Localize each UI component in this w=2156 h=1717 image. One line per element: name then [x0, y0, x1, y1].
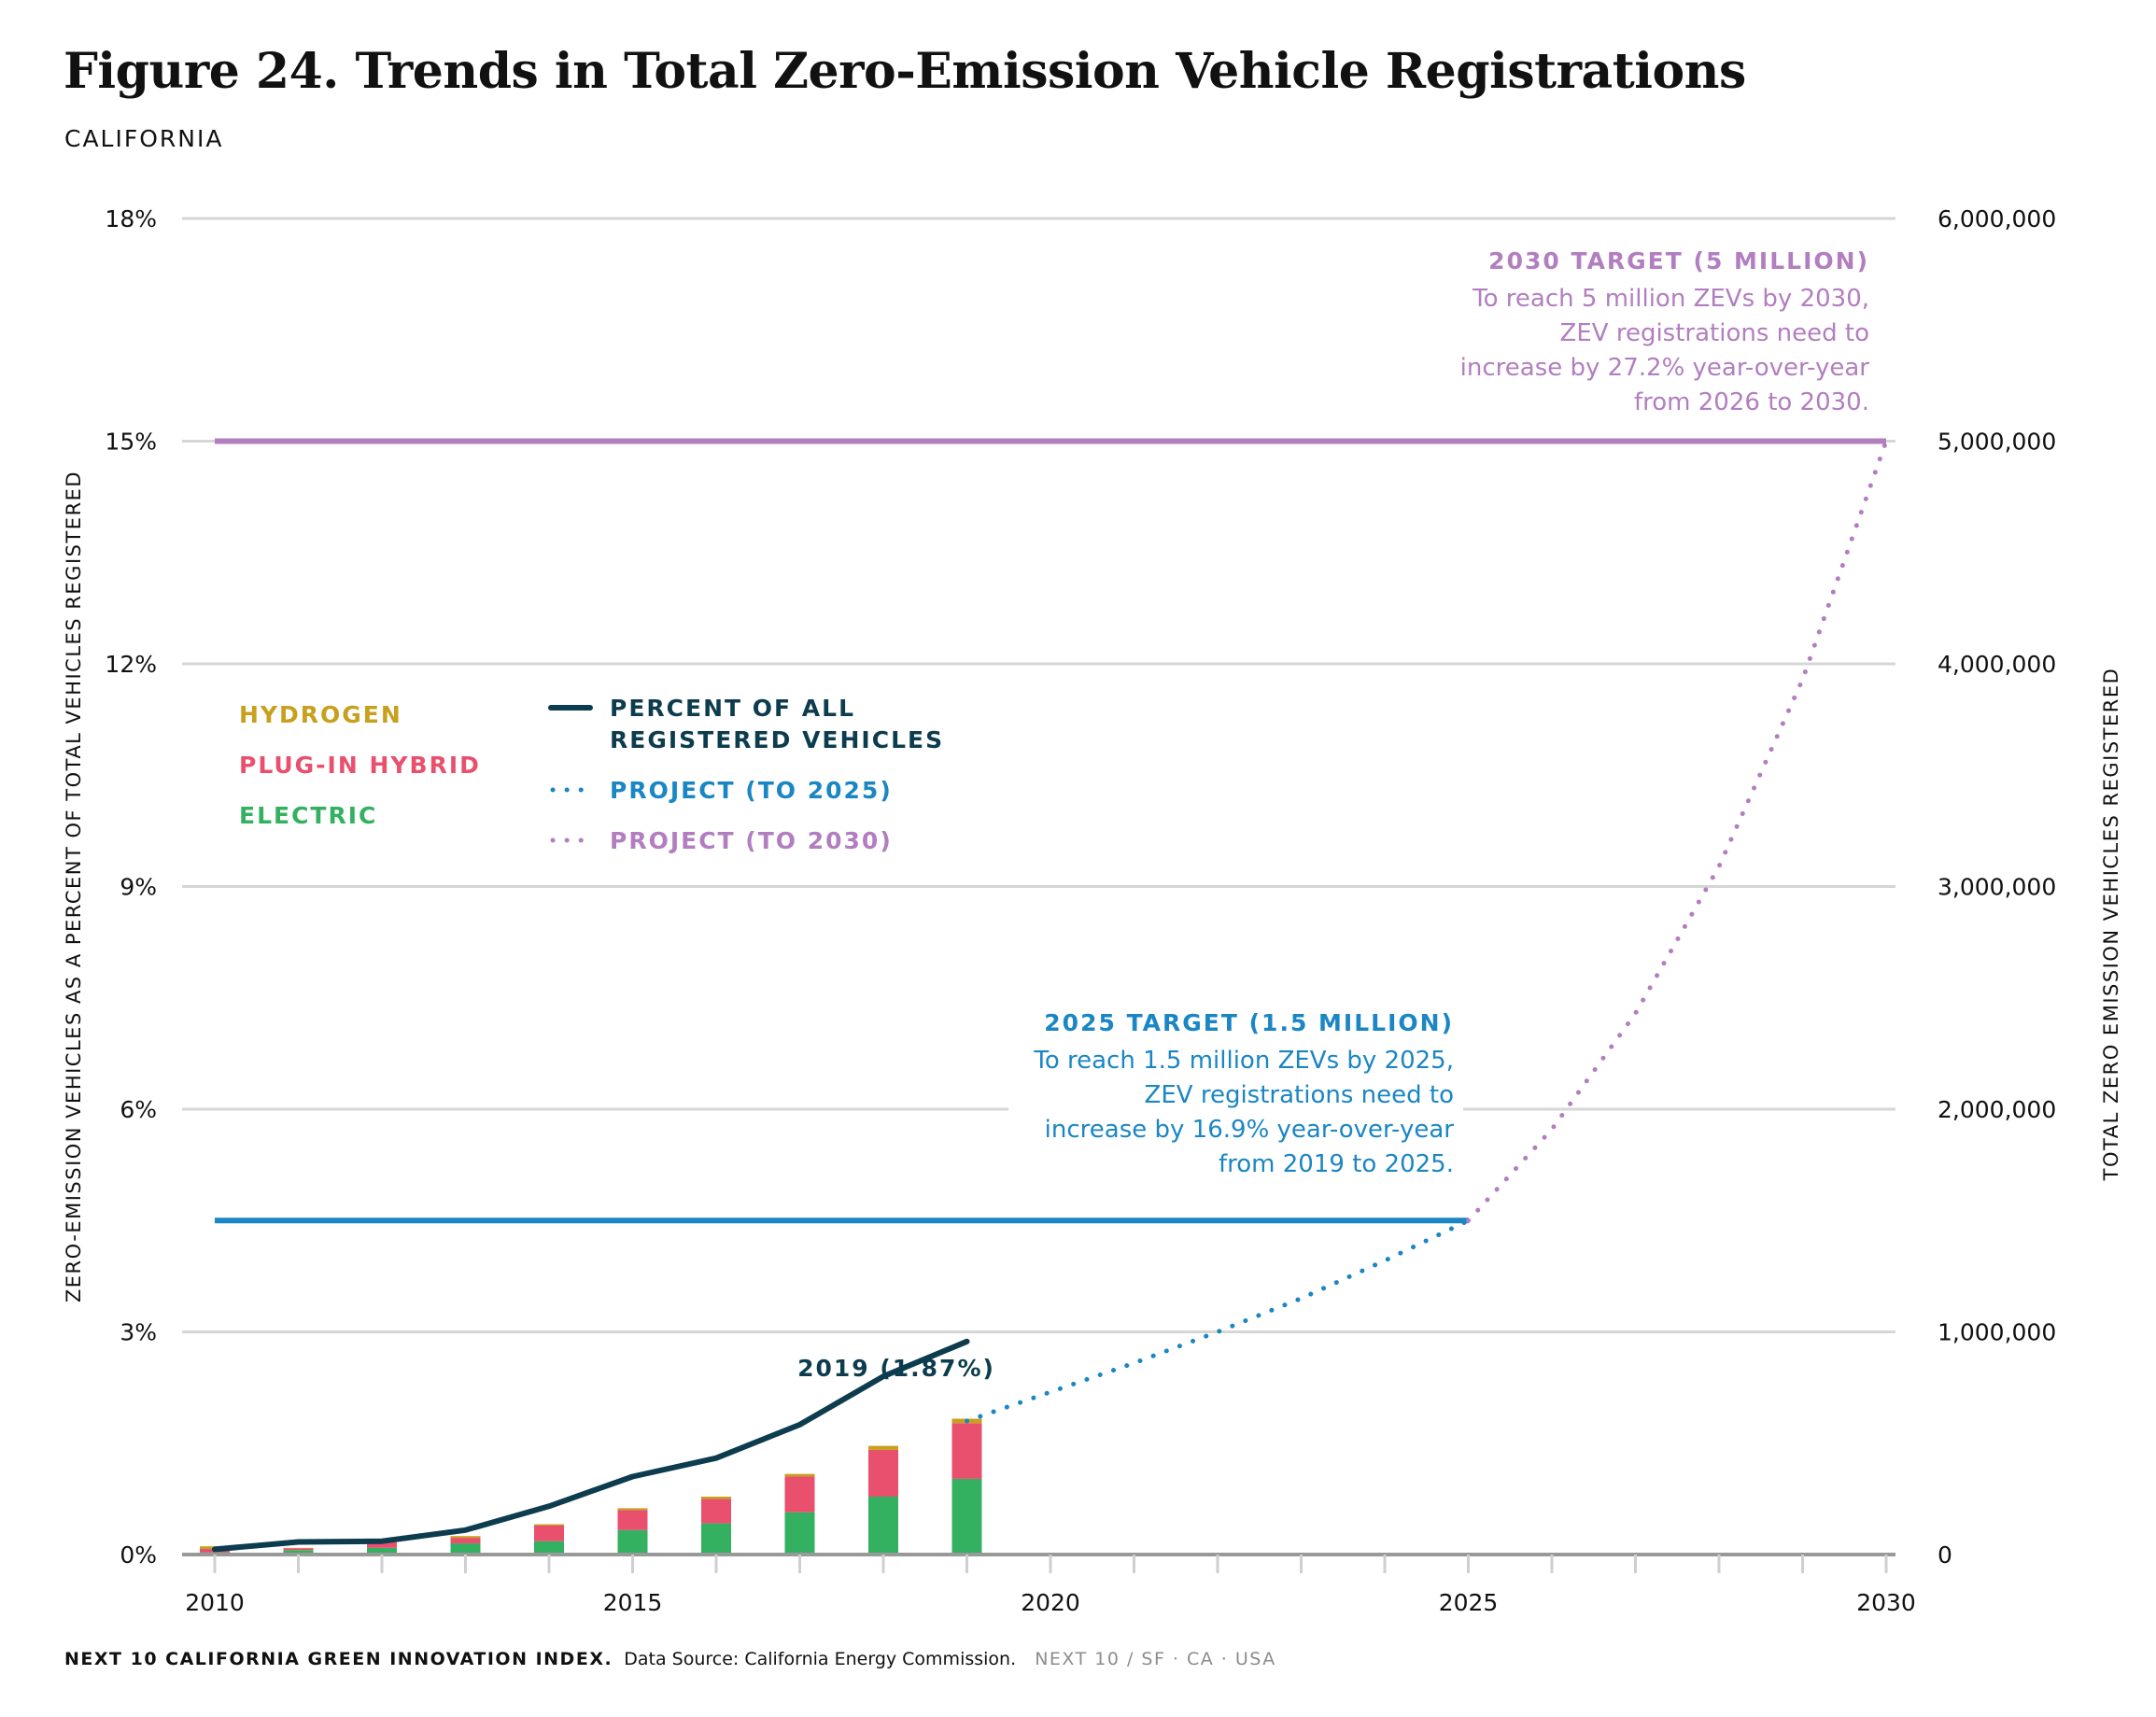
bar-electric — [283, 1550, 314, 1555]
legend-stack-label: PLUG-IN HYBRID — [239, 752, 481, 779]
bar-plug_in_hybrid — [534, 1525, 564, 1541]
bar-plug_in_hybrid — [701, 1499, 731, 1524]
legend-line-label: PERCENT OF ALL — [610, 695, 855, 722]
legend-line-label: PROJECT (TO 2030) — [610, 827, 893, 854]
right-tick-label: 6,000,000 — [1938, 205, 2056, 232]
annotation-background — [1008, 1005, 1463, 1163]
legend-stack-label: ELECTRIC — [239, 802, 377, 829]
legend-stack-label: HYDROGEN — [239, 701, 402, 728]
x-tick-label: 2010 — [185, 1589, 245, 1616]
x-tick-label: 2030 — [1856, 1589, 1916, 1616]
footer-brand: NEXT 10 / SF · CA · USA — [1035, 1649, 1276, 1669]
bar-hydrogen — [534, 1524, 564, 1526]
left-tick-label: 0% — [120, 1541, 157, 1569]
bar-electric — [367, 1547, 397, 1555]
bar-electric — [784, 1512, 815, 1555]
footer-index: NEXT 10 CALIFORNIA GREEN INNOVATION INDE… — [64, 1649, 613, 1669]
annotation-text: ZEV registrations need to — [1560, 319, 1869, 347]
annotation-title: 2019 (1.87%) — [797, 1355, 995, 1382]
chart-subtitle: CALIFORNIA — [64, 125, 224, 152]
right-tick-label: 3,000,000 — [1938, 874, 2056, 901]
legend-line-label: PROJECT (TO 2025) — [610, 777, 893, 804]
footer-source: Data Source: California Energy Commissio… — [624, 1649, 1017, 1669]
footer: NEXT 10 CALIFORNIA GREEN INNOVATION INDE… — [64, 1649, 1276, 1669]
annotation-text: ZEV registrations need to — [1145, 1081, 1454, 1109]
annotation-text: increase by 27.2% year-over-year — [1460, 354, 1870, 382]
annotation-text: from 2019 to 2025. — [1219, 1150, 1454, 1178]
bar-electric — [701, 1523, 731, 1555]
annotation-title: 2030 TARGET (5 MILLION) — [1488, 247, 1869, 274]
bar-plug_in_hybrid — [367, 1541, 397, 1548]
right-axis-title: TOTAL ZERO EMISSION VEHICLES REGISTERED — [2100, 668, 2122, 1182]
right-tick-label: 4,000,000 — [1938, 651, 2056, 678]
annotation-text: To reach 5 million ZEVs by 2030, — [1472, 285, 1869, 313]
bar-hydrogen — [450, 1536, 481, 1539]
bar-electric — [450, 1543, 481, 1555]
bar-hydrogen — [617, 1508, 648, 1511]
bar-plug_in_hybrid — [784, 1476, 815, 1513]
chart-title: Figure 24. Trends in Total Zero-Emission… — [63, 43, 1746, 100]
bar-plug_in_hybrid — [868, 1449, 898, 1497]
left-axis-title: ZERO-EMISSION VEHICLES AS A PERCENT OF T… — [63, 471, 85, 1302]
projection-line — [965, 1217, 1471, 1424]
right-tick-label: 5,000,000 — [1938, 429, 2056, 456]
x-tick-label: 2020 — [1021, 1589, 1080, 1616]
bar-plug_in_hybrid — [617, 1510, 648, 1530]
left-tick-label: 3% — [120, 1319, 157, 1346]
bar-electric — [534, 1541, 564, 1555]
bar-electric — [951, 1478, 982, 1555]
annotation-text: To reach 1.5 million ZEVs by 2025, — [1033, 1047, 1454, 1075]
x-tick-label: 2025 — [1439, 1589, 1499, 1616]
right-tick-label: 1,000,000 — [1938, 1319, 2056, 1346]
percent-line — [212, 1338, 970, 1553]
legend-line-label: REGISTERED VEHICLES — [610, 726, 944, 753]
bar-plug_in_hybrid — [283, 1548, 314, 1551]
left-tick-label: 6% — [120, 1096, 157, 1123]
annotation-text: from 2026 to 2030. — [1634, 388, 1869, 416]
annotation-title: 2025 TARGET (1.5 MILLION) — [1044, 1009, 1454, 1036]
x-tick-label: 2015 — [603, 1589, 663, 1616]
bar-plug_in_hybrid — [951, 1423, 982, 1479]
bar-hydrogen — [868, 1445, 898, 1450]
bar-electric — [868, 1496, 898, 1555]
right-tick-label: 0 — [1938, 1541, 1952, 1569]
bar-hydrogen — [701, 1496, 731, 1499]
left-tick-label: 12% — [105, 651, 157, 678]
right-tick-label: 2,000,000 — [1938, 1096, 2056, 1123]
bar-electric — [617, 1529, 648, 1555]
bar-hydrogen — [784, 1473, 815, 1477]
left-tick-label: 9% — [120, 874, 157, 901]
bar-plug_in_hybrid — [450, 1538, 481, 1544]
annotation-text: increase by 16.9% year-over-year — [1045, 1116, 1455, 1144]
left-tick-label: 18% — [105, 205, 157, 232]
left-tick-label: 15% — [105, 429, 157, 456]
projection-line — [1466, 439, 1889, 1223]
